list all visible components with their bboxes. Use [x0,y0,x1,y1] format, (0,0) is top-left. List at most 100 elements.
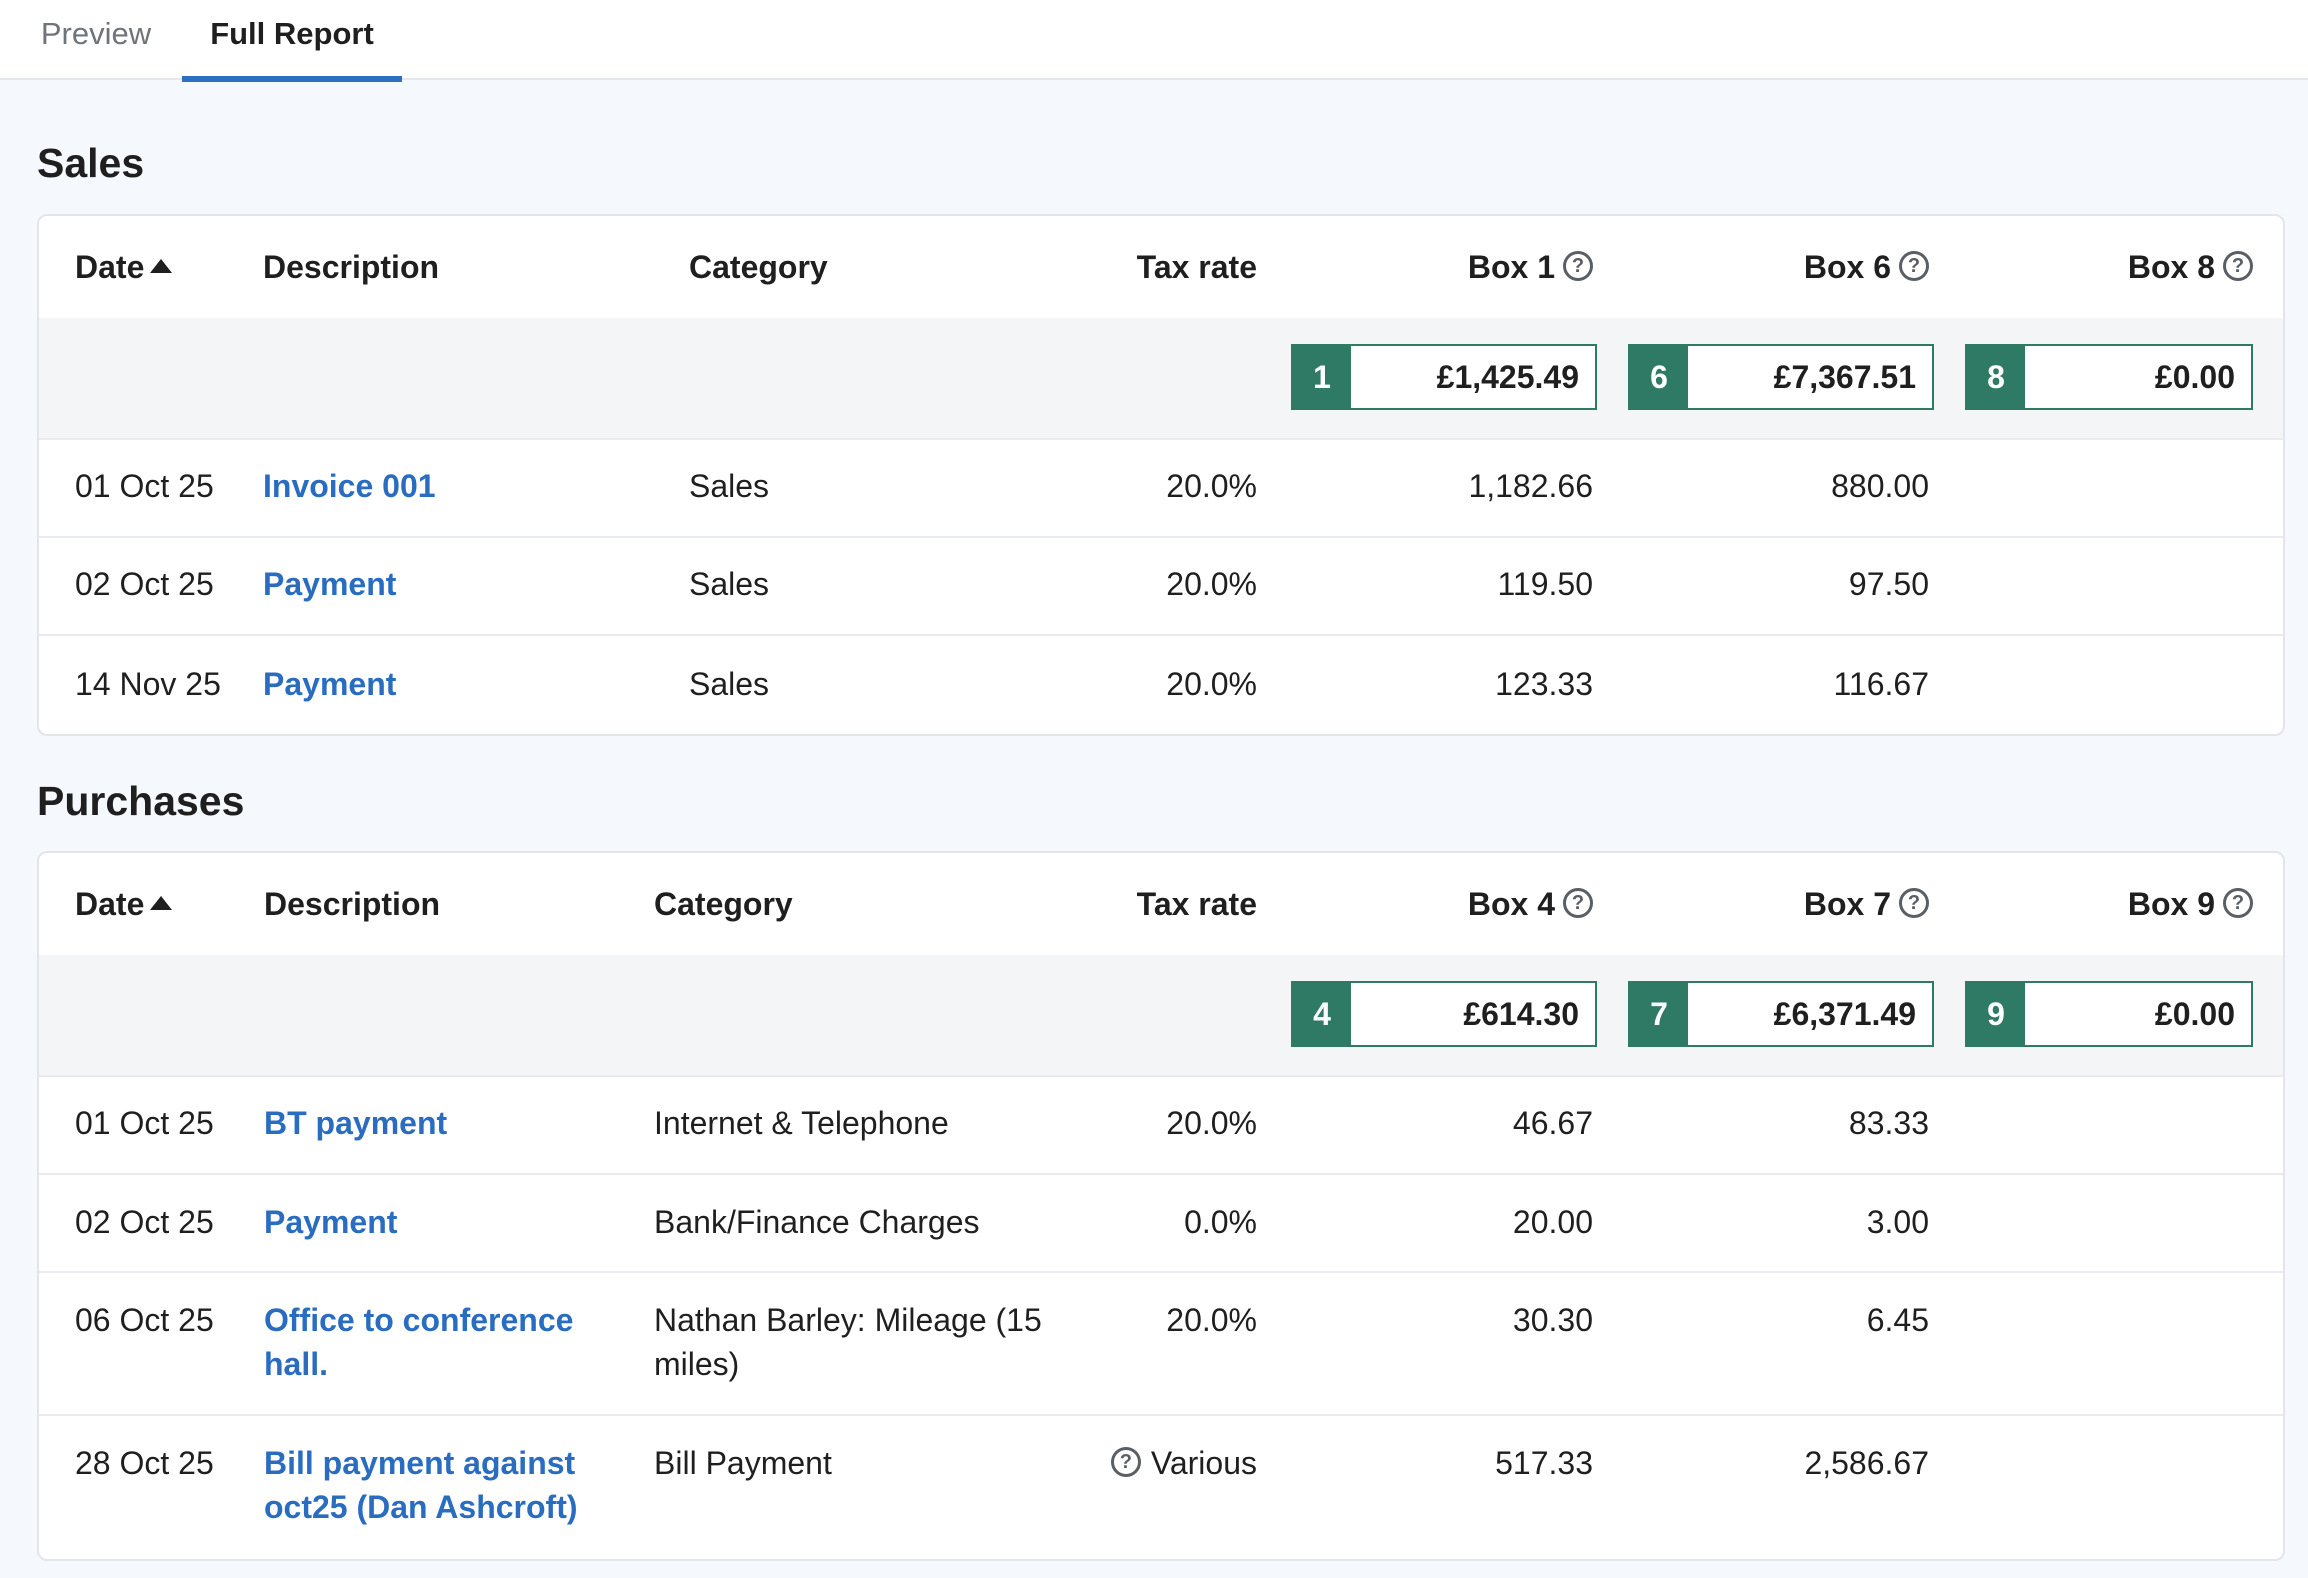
box8-total: 8 £0.00 [1965,344,2253,410]
row-date: 06 Oct 25 [75,1302,214,1338]
table-row: 28 Oct 25 Bill payment against oct25 (Da… [39,1414,2283,1559]
row-tax-rate: 20.0% [1166,1105,1257,1141]
col-date-header[interactable]: Date [75,882,173,926]
box-number-badge: 6 [1630,346,1688,408]
col-category-header[interactable]: Category [654,886,793,922]
row-tax-rate: 20.0% [1166,666,1257,702]
purchases-title: Purchases [37,778,245,824]
row-box7-value: 6.45 [1866,1302,1929,1338]
col-category-header[interactable]: Category [689,249,828,285]
box1-total: 1 £1,425.49 [1291,344,1597,410]
col-tax-rate-header[interactable]: Tax rate [1136,249,1257,285]
row-date: 14 Nov 25 [75,666,221,702]
row-date: 02 Oct 25 [75,1204,214,1240]
row-box7-value: 2,586.67 [1804,1445,1929,1481]
row-date: 28 Oct 25 [75,1445,214,1481]
row-box1-value: 119.50 [1497,566,1594,602]
sort-ascending-icon [150,895,173,910]
row-description-link[interactable]: Payment [264,1204,398,1240]
row-description-link[interactable]: BT payment [264,1105,448,1141]
row-box4-value: 46.67 [1512,1105,1593,1141]
col-tax-rate-header[interactable]: Tax rate [1136,886,1257,922]
purchases-table: Date Description Category Tax rate Box 4… [37,851,2285,1561]
row-date: 01 Oct 25 [75,1105,214,1141]
row-tax-rate: 20.0% [1166,1302,1257,1338]
row-box4-value: 517.33 [1495,1445,1593,1481]
box-number-badge: 8 [1967,346,2025,408]
col-box6-header: Box 6? [1625,245,1929,289]
row-description-link[interactable]: Bill payment against oct25 (Dan Ashcroft… [264,1445,578,1525]
box-number-badge: 7 [1630,983,1688,1045]
col-box7-header: Box 7? [1625,882,1929,926]
col-box9-header: Box 9? [1949,882,2253,926]
row-box6-value: 97.50 [1848,566,1929,602]
help-circle-icon[interactable]: ? [2223,250,2253,281]
table-row: 14 Nov 25 Payment Sales 20.0% 123.33 116… [39,634,2283,734]
row-tax-rate: ? Various [939,1441,1257,1485]
box-number-badge: 4 [1293,983,1351,1045]
help-circle-icon[interactable]: ? [1563,887,1593,918]
tab-full-report[interactable]: Full Report [182,0,402,82]
row-box4-value: 30.30 [1512,1302,1593,1338]
row-date: 01 Oct 25 [75,468,214,504]
tab-bar: Preview Full Report [0,0,2308,82]
sales-title: Sales [37,140,145,186]
box-total-value: £1,425.49 [1436,359,1579,395]
table-row: 06 Oct 25 Office to conference hall. Nat… [39,1271,2283,1416]
row-category: Bill Payment [654,1445,832,1481]
sales-header-row: Date Description Category Tax rate Box 1… [39,216,2283,320]
row-category: Sales [689,468,770,504]
row-description-link[interactable]: Invoice 001 [263,468,436,504]
col-date-header[interactable]: Date [75,245,173,289]
row-box7-value: 83.33 [1848,1105,1929,1141]
row-description-link[interactable]: Payment [263,666,397,702]
row-date: 02 Oct 25 [75,566,214,602]
table-row: 02 Oct 25 Payment Sales 20.0% 119.50 97.… [39,536,2283,636]
col-box4-header: Box 4? [1289,882,1593,926]
purchases-header-row: Date Description Category Tax rate Box 4… [39,853,2283,957]
box7-total: 7 £6,371.49 [1628,981,1934,1047]
row-description-link[interactable]: Payment [263,566,397,602]
box-number-badge: 9 [1967,983,2025,1045]
sales-totals-row: 1 £1,425.49 6 £7,367.51 8 £0.00 [39,318,2283,440]
row-category: Bank/Finance Charges [654,1204,980,1240]
row-box7-value: 3.00 [1866,1204,1929,1240]
row-box6-value: 116.67 [1833,666,1930,702]
box-total-value: £0.00 [2154,359,2235,395]
box-total-value: £614.30 [1463,996,1579,1032]
box-total-value: £0.00 [2154,996,2235,1032]
help-circle-icon[interactable]: ? [1899,250,1929,281]
col-description-header[interactable]: Description [263,249,440,285]
row-box1-value: 123.33 [1495,666,1593,702]
box-number-badge: 1 [1293,346,1351,408]
help-circle-icon[interactable]: ? [1110,1446,1141,1477]
row-box1-value: 1,182.66 [1468,468,1593,504]
row-tax-rate: 20.0% [1166,468,1257,504]
row-tax-rate: 0.0% [1184,1204,1257,1240]
row-category: Sales [689,566,770,602]
sales-table: Date Description Category Tax rate Box 1… [37,214,2285,736]
table-row: 01 Oct 25 Invoice 001 Sales 20.0% 1,182.… [39,438,2283,538]
box6-total: 6 £7,367.51 [1628,344,1934,410]
row-category: Internet & Telephone [654,1105,949,1141]
row-box6-value: 880.00 [1831,468,1929,504]
table-row: 01 Oct 25 BT payment Internet & Telephon… [39,1075,2283,1175]
row-box4-value: 20.00 [1512,1204,1593,1240]
help-circle-icon[interactable]: ? [1563,250,1593,281]
row-tax-rate: 20.0% [1166,566,1257,602]
help-circle-icon[interactable]: ? [2223,887,2253,918]
col-description-header[interactable]: Description [264,886,441,922]
row-description-link[interactable]: Office to conference hall. [264,1302,574,1382]
box9-total: 9 £0.00 [1965,981,2253,1047]
col-box8-header: Box 8? [1949,245,2253,289]
box-total-value: £7,367.51 [1773,359,1916,395]
purchases-totals-row: 4 £614.30 7 £6,371.49 9 £0.00 [39,955,2283,1077]
box4-total: 4 £614.30 [1291,981,1597,1047]
tab-preview[interactable]: Preview [40,16,152,51]
help-circle-icon[interactable]: ? [1899,887,1929,918]
table-row: 02 Oct 25 Payment Bank/Finance Charges 0… [39,1173,2283,1273]
box-total-value: £6,371.49 [1773,996,1916,1032]
sort-ascending-icon [150,258,173,273]
row-category: Sales [689,666,770,702]
col-box1-header: Box 1? [1289,245,1593,289]
